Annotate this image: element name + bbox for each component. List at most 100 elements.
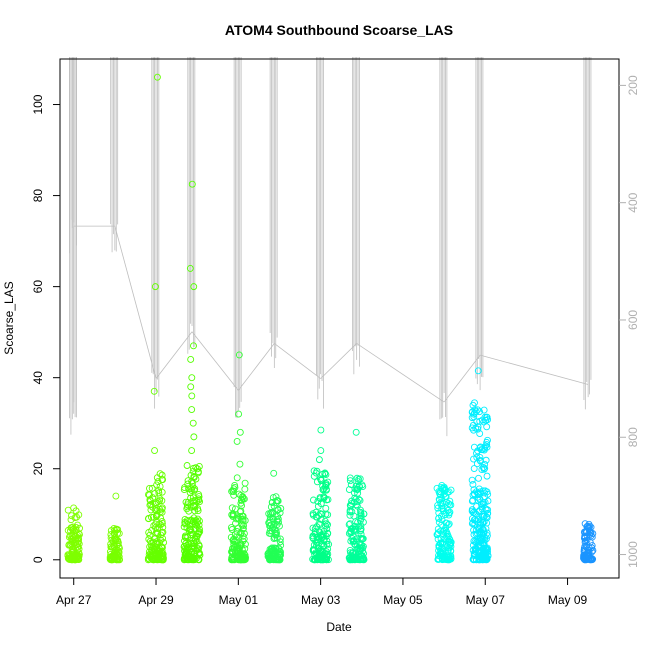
data-point — [478, 466, 486, 474]
data-point — [187, 503, 195, 511]
data-point — [184, 498, 192, 506]
data-point — [195, 521, 203, 529]
data-point — [476, 454, 484, 461]
data-point — [347, 525, 355, 533]
data-point — [239, 515, 247, 523]
data-point — [309, 496, 317, 504]
data-point — [154, 478, 162, 486]
data-point — [195, 517, 203, 525]
data-point — [108, 536, 116, 544]
data-point — [230, 485, 238, 493]
data-point — [470, 556, 478, 564]
x-tick-label: Apr 27 — [56, 593, 92, 607]
data-point — [446, 497, 454, 505]
data-point — [266, 553, 274, 561]
data-point — [192, 475, 200, 483]
data-point — [472, 408, 480, 416]
data-point — [107, 527, 115, 534]
data-point — [435, 515, 443, 522]
data-point — [195, 462, 203, 470]
data-point — [483, 441, 491, 449]
data-point — [275, 518, 282, 526]
data-point — [441, 487, 449, 494]
data-point — [194, 507, 202, 515]
data-point — [65, 541, 73, 549]
y2-tick-label: 400 — [626, 192, 640, 212]
data-point — [152, 520, 159, 528]
data-point — [66, 532, 74, 540]
data-point — [436, 490, 444, 498]
data-point — [266, 527, 274, 535]
data-point — [268, 498, 276, 506]
data-point — [586, 522, 594, 530]
data-point — [191, 501, 199, 509]
data-point — [158, 488, 166, 496]
data-point — [355, 496, 363, 503]
data-point — [317, 426, 325, 434]
data-point — [483, 555, 491, 563]
data-point — [181, 532, 189, 540]
data-point — [145, 529, 153, 536]
data-point — [239, 550, 246, 558]
data-point — [183, 545, 191, 553]
data-point — [350, 537, 358, 545]
data-point — [270, 502, 278, 510]
data-point — [357, 545, 365, 553]
data-point — [354, 489, 362, 497]
data-point — [483, 519, 491, 527]
data-point — [71, 545, 79, 552]
data-point — [482, 416, 490, 424]
data-point — [350, 512, 358, 520]
data-point — [194, 468, 202, 476]
data-point — [70, 540, 78, 548]
x-tick-label: May 05 — [383, 593, 423, 607]
data-point — [186, 489, 194, 496]
chart-title: ATOM4 Southbound Scoarse_LAS — [225, 22, 453, 38]
data-point — [188, 549, 196, 556]
data-point — [266, 522, 274, 530]
data-point — [73, 513, 81, 521]
data-point — [482, 505, 490, 513]
data-point — [357, 525, 365, 533]
x-tick-label: May 03 — [301, 593, 341, 607]
data-point — [322, 471, 330, 478]
data-point — [346, 506, 354, 514]
y2-tick-label: 1000 — [626, 541, 640, 568]
data-point — [155, 489, 163, 497]
data-point — [475, 474, 482, 482]
y-tick-label: 60 — [31, 280, 45, 294]
data-point — [584, 550, 592, 558]
data-point — [233, 515, 240, 523]
data-point — [241, 479, 249, 487]
data-point — [111, 536, 119, 544]
data-point — [237, 496, 245, 504]
data-point — [184, 477, 192, 485]
data-point — [483, 529, 491, 537]
data-point — [145, 515, 153, 523]
data-point — [270, 549, 278, 557]
data-point — [233, 528, 241, 535]
x-tick-label: May 09 — [548, 593, 588, 607]
data-point — [74, 521, 81, 529]
data-point — [357, 512, 365, 520]
data-point — [191, 518, 199, 525]
data-point — [180, 523, 188, 531]
data-point — [583, 522, 591, 530]
data-point — [357, 522, 365, 530]
data-point — [228, 504, 236, 512]
data-point — [152, 555, 159, 563]
data-point — [185, 507, 193, 515]
data-point — [153, 73, 161, 81]
data-point — [314, 502, 322, 510]
data-point — [586, 531, 594, 539]
data-point — [346, 511, 354, 519]
data-point — [238, 512, 246, 520]
data-point — [323, 525, 331, 533]
cast-connector — [356, 343, 445, 403]
data-point — [193, 533, 201, 541]
data-point — [229, 556, 237, 564]
data-point — [151, 447, 159, 454]
data-point — [435, 547, 442, 554]
data-point — [438, 516, 446, 524]
cast-connector — [443, 354, 481, 403]
